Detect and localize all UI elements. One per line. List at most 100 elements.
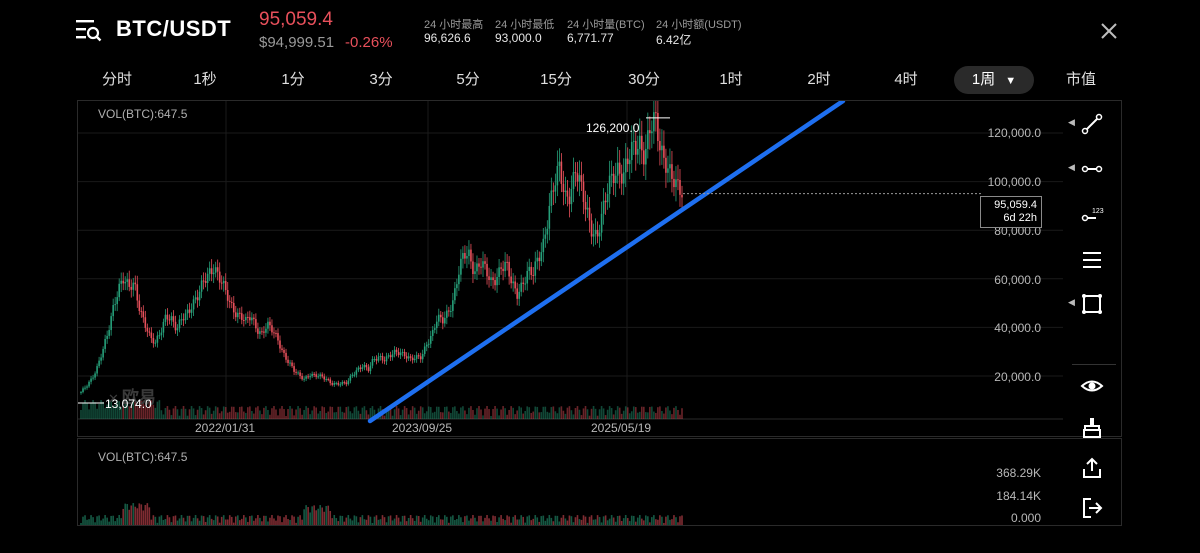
volume-bar-main	[532, 411, 535, 419]
candlestick-chart[interactable]	[78, 101, 1063, 436]
volume-bar-main	[106, 404, 108, 419]
candle-body	[452, 300, 454, 311]
volume-bar	[657, 519, 659, 525]
volume-bar-main	[255, 407, 257, 419]
volume-bar	[566, 520, 569, 525]
volume-bar	[166, 515, 169, 525]
volume-bar	[578, 519, 581, 525]
volume-bar-main	[466, 414, 468, 419]
candle-body	[415, 355, 418, 359]
tab-4h[interactable]: 4时	[894, 71, 918, 88]
volume-bar	[663, 522, 665, 525]
candle-body	[319, 374, 321, 377]
volume-bar	[628, 521, 631, 525]
volume-bar-main	[178, 415, 181, 419]
tab-market-cap[interactable]: 市值	[1065, 71, 1096, 88]
tab-1s[interactable]: 1秒	[193, 71, 217, 88]
volume-bar-main	[144, 405, 147, 419]
volume-chart	[80, 503, 683, 525]
volume-bar	[677, 522, 679, 525]
stat-low-label: 24 小时最低	[495, 19, 555, 31]
volume-bar	[618, 515, 621, 525]
volume-bar-main	[373, 409, 376, 419]
volume-bar-main	[186, 415, 189, 419]
tab-2h[interactable]: 2时	[807, 71, 831, 88]
volume-bar-main	[675, 406, 677, 419]
tab-3m[interactable]: 3分	[369, 71, 393, 88]
tab-5m[interactable]: 5分	[456, 71, 480, 88]
tab-15m[interactable]: 15分	[540, 71, 572, 88]
volume-bar-main	[508, 409, 510, 419]
candle-body	[423, 346, 426, 354]
volume-bar	[612, 517, 615, 525]
volume-bar	[222, 515, 225, 525]
candle-body	[377, 356, 380, 361]
eye-icon[interactable]	[1080, 374, 1104, 398]
volume-bar	[552, 521, 555, 525]
volume-bar	[80, 523, 82, 525]
volume-bar	[114, 521, 116, 525]
volume-bar	[582, 515, 585, 525]
expand-left-icon[interactable]: ◀	[1068, 117, 1075, 127]
volume-bar	[488, 518, 490, 525]
trend-line[interactable]	[367, 101, 846, 424]
price-line-tool-icon[interactable]: 123	[1080, 204, 1104, 228]
volume-bar	[317, 508, 319, 525]
volume-bar-main	[104, 408, 106, 419]
broom-clear-icon[interactable]	[1080, 416, 1104, 440]
expand-left-icon[interactable]: ◀	[1068, 162, 1075, 172]
menu-search-icon[interactable]	[76, 18, 102, 42]
rectangle-tool-icon[interactable]	[1080, 292, 1104, 316]
share-icon[interactable]	[1080, 456, 1104, 480]
y-tick-100k: 100,000.0	[987, 175, 1041, 189]
volume-bar-main	[655, 412, 657, 419]
volume-bar-main	[190, 406, 193, 419]
candle-body	[160, 332, 163, 336]
volume-bar	[492, 515, 494, 525]
volume-bar	[634, 521, 637, 525]
expand-left-icon[interactable]: ◀	[1068, 297, 1075, 307]
volume-bar-main	[301, 414, 303, 419]
volume-bar	[397, 517, 400, 525]
close-icon[interactable]	[1096, 18, 1122, 44]
volume-bar-main	[238, 406, 241, 419]
candle-body	[120, 280, 123, 284]
volume-bar-main	[528, 407, 531, 419]
stat-turnover-value: 6.42亿	[656, 33, 692, 47]
candle-body	[375, 359, 378, 361]
exit-icon[interactable]	[1080, 496, 1104, 520]
candle-body	[90, 378, 92, 382]
tab-1m[interactable]: 1分	[281, 71, 305, 88]
candle-body	[450, 310, 452, 312]
tab-1h[interactable]: 1时	[719, 71, 743, 88]
volume-bar-main	[590, 408, 593, 419]
volume-bar	[379, 519, 382, 525]
candle-body	[468, 249, 470, 257]
volume-bar	[92, 517, 94, 525]
volume-bar-main	[554, 411, 557, 419]
volume-bar-main	[222, 406, 225, 419]
tab-time-sharing[interactable]: 分时	[101, 71, 132, 88]
tab-1w[interactable]: 1周 ▼	[954, 66, 1034, 94]
volume-bar-main	[429, 407, 432, 419]
stat-high-label: 24 小时最高	[424, 19, 484, 31]
horizontal-ray-tool-icon[interactable]	[1080, 157, 1104, 181]
volume-bar	[640, 518, 643, 525]
volume-pane[interactable]	[77, 438, 1122, 526]
pair-title[interactable]: BTC/USDT	[116, 16, 232, 41]
volume-bar	[484, 517, 486, 525]
volume-bar-main	[478, 406, 480, 419]
volume-bar-main	[544, 406, 547, 419]
candle-body	[518, 291, 520, 299]
tab-30m[interactable]: 30分	[628, 71, 660, 88]
volume-bar	[214, 515, 217, 525]
trend-line-tool-icon[interactable]	[1080, 112, 1104, 136]
volume-bar-main	[480, 409, 482, 419]
volume-bar	[520, 515, 522, 525]
volume-bar	[108, 521, 110, 525]
candle-body	[669, 164, 671, 169]
volume-bar	[516, 519, 518, 525]
parallel-lines-tool-icon[interactable]	[1080, 248, 1104, 272]
main-chart-pane[interactable]	[77, 100, 1122, 437]
volume-bar-main	[610, 408, 613, 419]
